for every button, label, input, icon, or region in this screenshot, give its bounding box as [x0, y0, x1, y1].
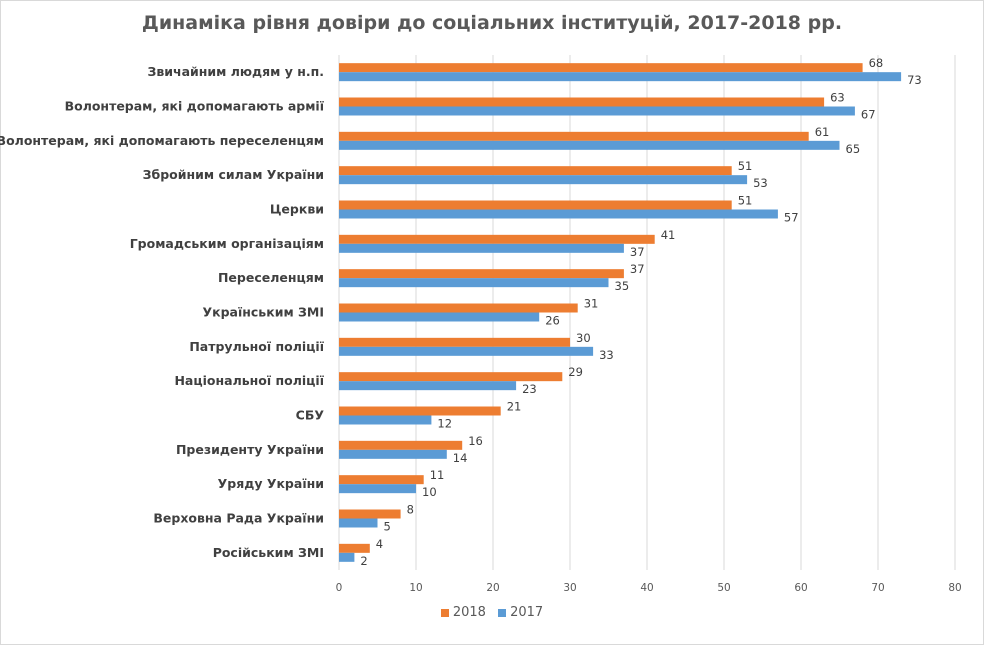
- bar-2017: [339, 552, 355, 562]
- data-label-2018: 30: [576, 331, 591, 345]
- legend-label-2018: 2018: [452, 605, 486, 620]
- category-label: Національної поліції: [174, 373, 324, 388]
- data-label-2018: 51: [738, 194, 753, 208]
- bar-2018: [339, 440, 463, 450]
- bar-2017: [339, 243, 624, 253]
- data-label-2017: 67: [861, 108, 876, 122]
- data-label-2017: 26: [545, 314, 560, 328]
- bar-2017: [339, 518, 378, 528]
- category-label: Волонтерам, які допомагають переселенцям: [0, 133, 324, 148]
- bar-2018: [339, 200, 732, 210]
- bar-2018: [339, 509, 401, 519]
- bar-2018: [339, 269, 624, 279]
- bar-2017: [339, 140, 840, 150]
- data-label-2018: 29: [568, 365, 583, 379]
- legend-swatch-2017: [498, 608, 507, 617]
- bar-2018: [339, 475, 424, 485]
- bar-2017: [339, 381, 517, 391]
- bar-2018: [339, 234, 655, 244]
- bar-2018: [339, 166, 732, 176]
- x-tick-label: 0: [336, 582, 343, 594]
- category-label: СБУ: [296, 408, 325, 423]
- bar-2017: [339, 415, 432, 425]
- bar-2017: [339, 175, 748, 185]
- x-tick-label: 60: [794, 582, 807, 594]
- x-tick-label: 30: [563, 582, 576, 594]
- data-label-2018: 11: [430, 468, 445, 482]
- legend-swatch-2018: [440, 608, 449, 617]
- bar-2018: [339, 97, 825, 107]
- bar-2017: [339, 449, 447, 459]
- bar-2018: [339, 372, 563, 382]
- data-label-2017: 10: [422, 485, 437, 499]
- bar-2018: [339, 543, 370, 553]
- chart-title: Динаміка рівня довіри до соціальних інст…: [141, 12, 843, 34]
- bar-2017: [339, 312, 540, 322]
- data-label-2018: 41: [661, 228, 676, 242]
- bar-2017: [339, 72, 902, 82]
- data-label-2017: 33: [599, 348, 614, 362]
- data-label-2018: 68: [869, 56, 884, 70]
- bar-2017: [339, 346, 594, 356]
- bar-2017: [339, 278, 609, 288]
- data-label-2017: 57: [784, 211, 799, 225]
- x-tick-label: 80: [948, 582, 961, 594]
- data-label-2017: 5: [384, 520, 391, 534]
- legend-item-2018: 2018: [440, 605, 486, 620]
- x-tick-label: 10: [409, 582, 422, 594]
- data-label-2017: 23: [522, 382, 537, 396]
- category-label: Уряду України: [218, 476, 324, 491]
- data-label-2018: 4: [376, 537, 383, 551]
- data-label-2018: 37: [630, 262, 645, 276]
- data-label-2018: 8: [407, 503, 414, 517]
- data-label-2017: 2: [360, 554, 367, 568]
- category-label: Верховна Рада України: [153, 511, 324, 526]
- bar-2017: [339, 484, 416, 494]
- category-label: Патрульної поліції: [189, 339, 324, 354]
- category-label: Волонтерам, які допомагають армії: [65, 99, 325, 114]
- legend-label-2017: 2017: [510, 605, 544, 620]
- data-label-2017: 12: [437, 417, 452, 431]
- x-tick-label: 70: [871, 582, 884, 594]
- data-label-2017: 35: [615, 279, 630, 293]
- category-label: Переселенцям: [218, 270, 324, 285]
- category-label: Звичайним людям у н.п.: [147, 64, 324, 79]
- data-label-2017: 73: [907, 73, 922, 87]
- bar-2018: [339, 131, 809, 141]
- category-label: Російським ЗМІ: [213, 545, 324, 560]
- data-label-2018: 21: [507, 400, 522, 414]
- bar-2018: [339, 406, 501, 416]
- bar-2017: [339, 209, 778, 219]
- data-label-2018: 63: [830, 91, 845, 105]
- data-label-2018: 31: [584, 297, 599, 311]
- data-label-2017: 37: [630, 245, 645, 259]
- bar-2018: [339, 303, 578, 313]
- bar-2018: [339, 337, 570, 347]
- legend-item-2017: 2017: [498, 605, 543, 620]
- data-label-2018: 16: [468, 434, 483, 448]
- category-label: Українським ЗМІ: [202, 305, 324, 320]
- x-tick-label: 50: [717, 582, 730, 594]
- bar-2017: [339, 106, 855, 116]
- data-label-2018: 61: [815, 125, 830, 139]
- legend: 2018 2017: [0, 605, 984, 621]
- category-label: Збройним силам України: [143, 167, 324, 182]
- category-label: Церкви: [270, 202, 324, 217]
- category-label: Президенту України: [176, 442, 324, 457]
- data-label-2017: 65: [846, 142, 861, 156]
- data-label-2017: 14: [453, 451, 468, 465]
- x-tick-label: 40: [640, 582, 653, 594]
- data-label-2018: 51: [738, 159, 753, 173]
- bar-2018: [339, 63, 863, 73]
- data-label-2017: 53: [753, 176, 768, 190]
- category-label: Громадським організаціям: [130, 236, 324, 251]
- x-tick-label: 20: [486, 582, 499, 594]
